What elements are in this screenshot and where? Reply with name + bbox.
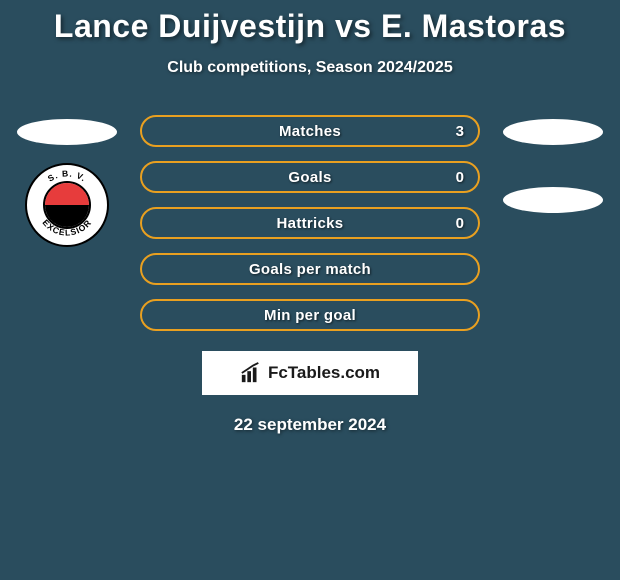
badge-ring: S. B. V. EXCELSIOR xyxy=(25,163,109,247)
bar-chart-icon xyxy=(240,362,262,384)
stat-label: Matches xyxy=(279,123,341,140)
date-label: 22 september 2024 xyxy=(0,415,620,435)
brand-box: FcTables.com xyxy=(202,351,418,395)
stat-row: Goals per match xyxy=(140,253,480,285)
stat-row: Matches 3 xyxy=(140,115,480,147)
stat-right-value: 0 xyxy=(456,169,464,186)
subtitle: Club competitions, Season 2024/2025 xyxy=(0,59,620,77)
page-title: Lance Duijvestijn vs E. Mastoras xyxy=(0,8,620,45)
stats-list: Matches 3 Goals 0 Hattricks 0 Goals per … xyxy=(140,115,480,331)
stat-label: Hattricks xyxy=(277,215,344,232)
stat-right-value: 3 xyxy=(456,123,464,140)
stat-label: Goals per match xyxy=(249,261,371,278)
stat-label: Goals xyxy=(288,169,331,186)
stat-row: Min per goal xyxy=(140,299,480,331)
club-right-placeholder xyxy=(503,187,603,213)
player-left-placeholder xyxy=(17,119,117,145)
right-column xyxy=(498,115,608,213)
left-column: S. B. V. EXCELSIOR xyxy=(12,115,122,247)
club-badge-left: S. B. V. EXCELSIOR xyxy=(25,163,109,247)
brand-text: FcTables.com xyxy=(268,363,380,383)
stat-right-value: 0 xyxy=(456,215,464,232)
comparison-card: Lance Duijvestijn vs E. Mastoras Club co… xyxy=(0,0,620,435)
stat-row: Goals 0 xyxy=(140,161,480,193)
badge-text-svg: S. B. V. EXCELSIOR xyxy=(27,165,107,245)
stat-label: Min per goal xyxy=(264,307,356,324)
badge-text-top: S. B. V. xyxy=(46,168,89,183)
badge-text-bottom: EXCELSIOR xyxy=(40,217,93,237)
stat-row: Hattricks 0 xyxy=(140,207,480,239)
player-right-placeholder xyxy=(503,119,603,145)
main-row: S. B. V. EXCELSIOR Matches 3 Goals 0 xyxy=(0,115,620,331)
